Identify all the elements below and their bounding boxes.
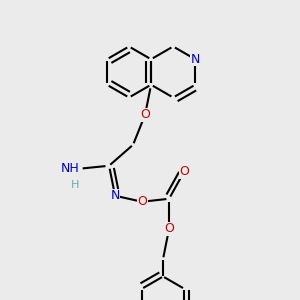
Text: O: O bbox=[137, 195, 147, 208]
Text: O: O bbox=[164, 222, 174, 235]
Text: NH: NH bbox=[60, 162, 79, 175]
Text: O: O bbox=[140, 108, 150, 121]
Text: O: O bbox=[179, 165, 189, 178]
Text: H: H bbox=[70, 180, 79, 190]
Text: N: N bbox=[190, 53, 200, 66]
Text: N: N bbox=[110, 189, 120, 202]
